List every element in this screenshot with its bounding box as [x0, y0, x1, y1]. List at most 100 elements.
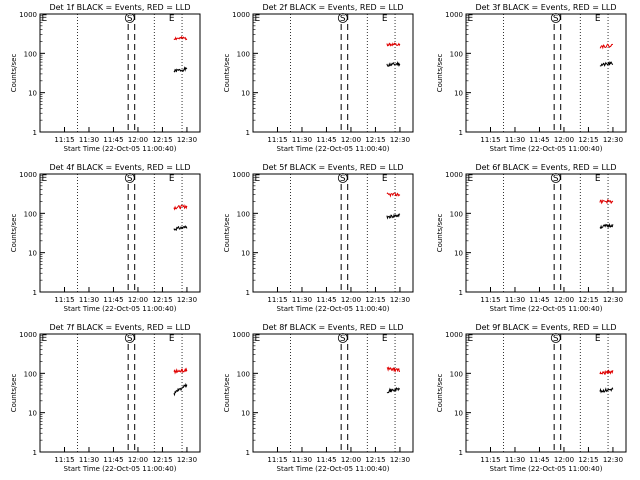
- y-tick-label: 100: [450, 210, 463, 218]
- y-tick-label: 100: [24, 210, 37, 218]
- y-tick-label: 100: [24, 50, 37, 58]
- x-tick-label: 11:30: [79, 296, 99, 304]
- marker-label: E: [382, 14, 388, 24]
- lld-series-line: [599, 369, 614, 375]
- marker-label: E: [169, 334, 175, 344]
- marker-label: E: [169, 174, 175, 184]
- chart-panel: Det 7f BLACK = Events, RED = LLD 1 10 100 10…: [10, 323, 201, 473]
- x-axis-label: Start Time (22-Oct-05 11:00:40): [490, 145, 603, 153]
- marker-label: E: [468, 334, 474, 344]
- plot-frame: [465, 173, 627, 293]
- y-tick-label: 1: [459, 129, 463, 137]
- x-tick-label: 12:00: [128, 456, 148, 464]
- marker-label: S: [127, 174, 133, 184]
- marker-label: E: [169, 14, 175, 24]
- x-tick-label: 12:15: [578, 136, 598, 144]
- x-tick-label: 11:30: [292, 296, 312, 304]
- x-tick-label: 12:15: [365, 136, 385, 144]
- y-tick-label: 1: [459, 449, 463, 457]
- x-tick-label: 12:30: [177, 136, 197, 144]
- y-tick-label: 1: [33, 129, 37, 137]
- chart-panel: Det 2f BLACK = Events, RED = LLD 1 10 100 10…: [223, 3, 414, 153]
- x-axis-label: Start Time (22-Oct-05 11:00:40): [64, 145, 177, 153]
- y-tick-label: 100: [450, 50, 463, 58]
- marker-label: E: [595, 174, 601, 184]
- events-series-line: [173, 225, 188, 231]
- chart-panel: Det 8f BLACK = Events, RED = LLD 1 10 100 10…: [223, 323, 414, 473]
- x-tick-label: 11:15: [267, 456, 287, 464]
- x-axis-label: Start Time (22-Oct-05 11:00:40): [277, 305, 390, 313]
- marker-label: E: [468, 174, 474, 184]
- y-tick-label: 1000: [445, 171, 463, 179]
- lld-series-line: [599, 199, 614, 205]
- x-tick-label: 11:45: [103, 136, 123, 144]
- x-tick-label: 12:15: [578, 456, 598, 464]
- marker-label: S: [127, 14, 133, 24]
- x-tick-label: 12:15: [152, 456, 172, 464]
- chart-panel: Det 3f BLACK = Events, RED = LLD 1 10 100 10…: [436, 3, 627, 153]
- marker-label: S: [553, 334, 559, 344]
- events-series-line: [386, 61, 401, 67]
- marker-label: E: [382, 334, 388, 344]
- x-tick-label: 12:00: [341, 456, 361, 464]
- y-tick-label: 1: [33, 289, 37, 297]
- x-tick-label: 12:00: [554, 296, 574, 304]
- plot-frame: [252, 333, 414, 453]
- plot-frame: [465, 13, 627, 133]
- x-tick-label: 11:45: [103, 296, 123, 304]
- x-tick-label: 12:00: [554, 456, 574, 464]
- x-tick-label: 12:30: [603, 456, 623, 464]
- marker-label: E: [42, 334, 48, 344]
- marker-label: E: [255, 14, 261, 24]
- x-tick-label: 12:30: [390, 296, 410, 304]
- chart-title: Det 8f BLACK = Events, RED = LLD: [262, 323, 403, 332]
- y-tick-label: 10: [454, 410, 463, 418]
- y-axis-label: Counts/sec: [10, 374, 18, 413]
- lld-series-line: [173, 203, 188, 211]
- x-tick-label: 12:15: [578, 296, 598, 304]
- chart-title: Det 7f BLACK = Events, RED = LLD: [49, 323, 190, 332]
- y-tick-label: 1000: [19, 11, 37, 19]
- events-series-line: [599, 387, 614, 394]
- x-tick-label: 11:45: [103, 456, 123, 464]
- y-tick-label: 1000: [19, 171, 37, 179]
- x-axis-label: Start Time (22-Oct-05 11:00:40): [277, 145, 390, 153]
- y-tick-label: 1: [246, 449, 250, 457]
- x-tick-label: 12:15: [152, 136, 172, 144]
- y-tick-label: 1: [246, 289, 250, 297]
- x-tick-label: 11:45: [529, 136, 549, 144]
- marker-circle: [337, 173, 348, 183]
- x-tick-label: 11:30: [79, 456, 99, 464]
- events-series-line: [599, 60, 614, 67]
- y-axis-label: Counts/sec: [436, 214, 444, 253]
- marker-label: S: [340, 174, 346, 184]
- marker-label: S: [553, 174, 559, 184]
- x-axis-label: Start Time (22-Oct-05 11:00:40): [64, 465, 177, 473]
- x-tick-label: 12:30: [390, 456, 410, 464]
- x-tick-label: 11:45: [316, 456, 336, 464]
- chart-panel: Det 1f BLACK = Events, RED = LLD 1 10 100 10…: [10, 3, 201, 153]
- events-series-line: [386, 386, 400, 394]
- marker-circle: [337, 333, 348, 343]
- chart-panel: Det 6f BLACK = Events, RED = LLD 1 10 100 10…: [436, 163, 627, 313]
- marker-circle: [337, 13, 348, 23]
- chart-panel: Det 4f BLACK = Events, RED = LLD 1 10 100 10…: [10, 163, 201, 313]
- y-tick-label: 1: [459, 289, 463, 297]
- x-tick-label: 12:15: [365, 296, 385, 304]
- marker-circle: [550, 173, 561, 183]
- x-tick-label: 12:00: [341, 296, 361, 304]
- lld-series-line: [386, 366, 400, 373]
- y-tick-label: 1000: [232, 171, 250, 179]
- x-tick-label: 11:45: [316, 296, 336, 304]
- marker-circle: [124, 13, 135, 23]
- plot-frame: [39, 13, 201, 133]
- marker-circle: [124, 333, 135, 343]
- y-axis-label: Counts/sec: [436, 54, 444, 93]
- lld-series-line: [386, 42, 401, 47]
- x-tick-label: 11:15: [480, 136, 500, 144]
- chart-title: Det 5f BLACK = Events, RED = LLD: [262, 163, 403, 172]
- x-tick-label: 12:30: [390, 136, 410, 144]
- chart-panel: Det 5f BLACK = Events, RED = LLD 1 10 100 10…: [223, 163, 414, 313]
- y-tick-label: 1000: [445, 11, 463, 19]
